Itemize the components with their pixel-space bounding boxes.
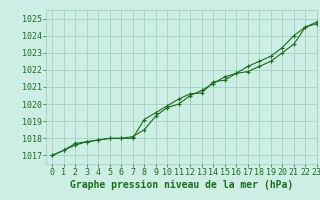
X-axis label: Graphe pression niveau de la mer (hPa): Graphe pression niveau de la mer (hPa)	[70, 180, 293, 190]
